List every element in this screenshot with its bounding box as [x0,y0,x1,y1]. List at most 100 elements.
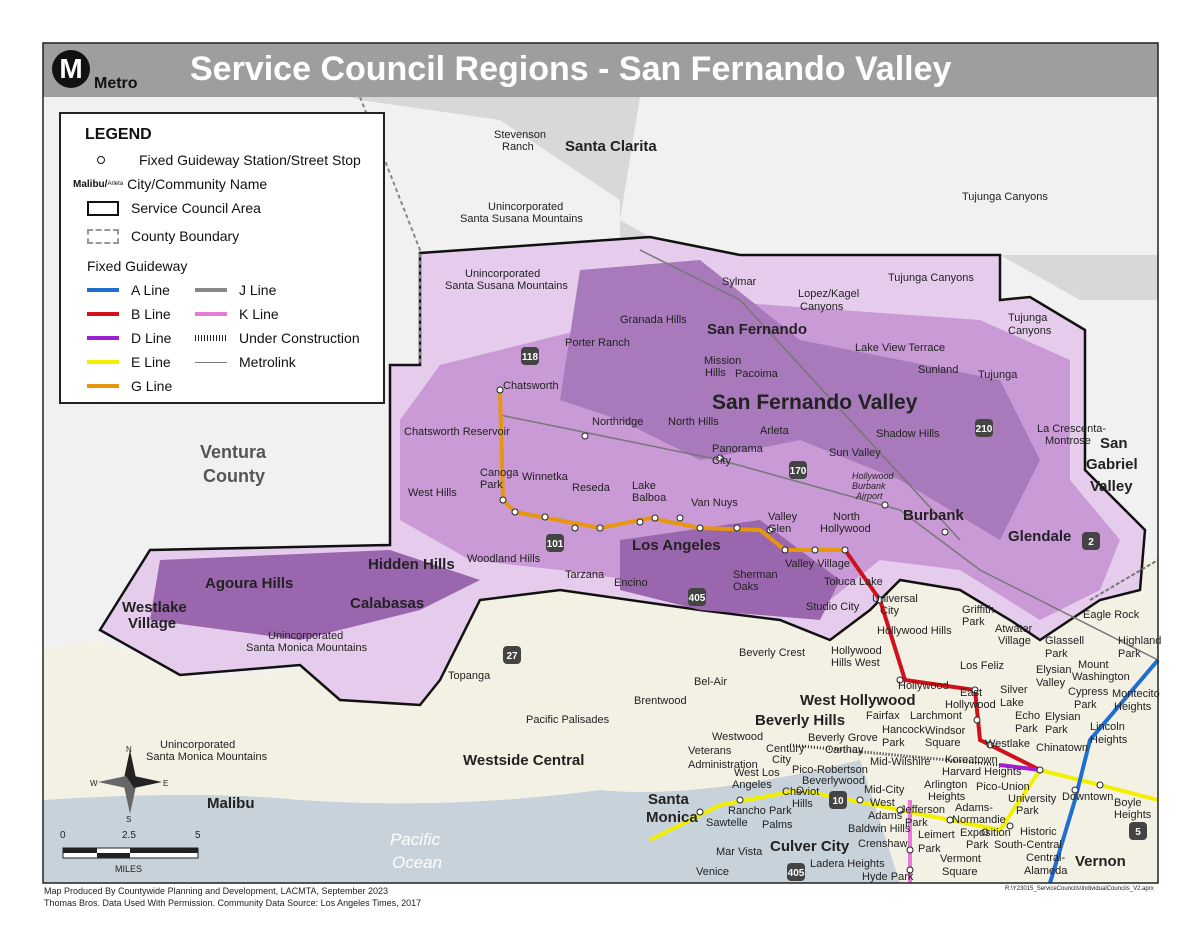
station-marker[interactable] [781,546,789,554]
map-label: Gabriel [1086,456,1138,473]
legend-city-sample-small: Arleta [107,181,124,187]
station-marker[interactable] [986,741,994,749]
map-label: Winnetka [522,471,569,483]
station-marker[interactable] [766,526,774,534]
county-boundary-north [359,96,421,365]
map-label: Downtown [1062,791,1113,803]
station-marker[interactable] [676,514,684,522]
county-boundary [1089,559,1159,601]
line-swatch [87,312,119,316]
map-label: Century [766,743,805,755]
map-label: Mission [704,355,741,367]
station-marker[interactable] [856,796,864,804]
map-label: Westside Central [463,752,584,769]
map-label: West Los [734,767,780,779]
map-label: Arleta [760,425,790,437]
map-label: Normandie [952,814,1006,826]
station-marker[interactable] [981,828,989,836]
map-label: Calabasas [350,595,424,612]
station-marker[interactable] [716,454,724,462]
station-marker[interactable] [541,513,549,521]
compass-n: N [126,745,132,754]
station-marker[interactable] [496,386,504,394]
highway-number: 170 [790,466,807,477]
station-marker[interactable] [733,524,741,532]
station-marker[interactable] [571,524,579,532]
map-label: Hollywood Hills [877,625,952,637]
legend-line-5: J Line [195,282,276,298]
map-label: Park [1045,648,1068,660]
station-marker[interactable] [696,524,704,532]
station-marker[interactable] [811,546,819,554]
map-label: Hills West [831,657,880,669]
map-label: University [1008,793,1057,805]
station-marker[interactable] [696,808,704,816]
station-marker[interactable] [896,676,904,684]
footer-data-source: Thomas Bros. Data Used With Permission. … [44,898,422,908]
station-marker[interactable] [906,866,914,874]
station-marker[interactable] [876,596,884,604]
map-label: Chatsworth [503,380,559,392]
station-marker[interactable] [1006,822,1014,830]
station-marker[interactable] [1096,781,1104,789]
station-marker[interactable] [1036,766,1044,774]
station-marker[interactable] [941,528,949,536]
map-label: Glassell [1045,635,1084,647]
station-marker[interactable] [906,846,914,854]
station-marker[interactable] [881,501,889,509]
map-label: Porter Ranch [565,337,630,349]
map-label: Ladera Heights [810,858,885,870]
station-marker[interactable] [511,508,519,516]
map-label: Canyons [1008,325,1052,337]
map-label: Boyle [1114,797,1142,809]
map-label: Santa Monica Mountains [146,751,268,763]
station-marker[interactable] [896,806,904,814]
map-label: Park [918,843,941,855]
map-label: Los Feliz [960,660,1004,672]
map-label: Larchmont [910,710,962,722]
map-label: West Hills [408,487,457,499]
station-marker[interactable] [946,816,954,824]
map-label: Westlake [985,738,1030,750]
map-label: Unincorporated [488,201,563,213]
map-label: Topanga [448,670,491,682]
station-marker[interactable] [581,432,589,440]
highway-number: 118 [522,352,539,363]
station-marker[interactable] [499,496,507,504]
station-marker[interactable] [736,796,744,804]
legend-line-label: K Line [239,306,279,322]
map-label: West Hollywood [800,692,916,709]
station-marker[interactable] [651,514,659,522]
map-label: Montrose [1045,435,1091,447]
map-label: Airport [855,491,883,501]
station-marker[interactable] [973,716,981,724]
station-marker[interactable] [1071,786,1079,794]
station-marker[interactable] [596,524,604,532]
line-swatch [195,288,227,292]
map-label: Cheviot [782,786,819,798]
map-label: Park [480,479,503,491]
map-label: Cypress [1068,686,1109,698]
map-label: Adams [868,810,903,822]
map-label: Harvard Heights [942,766,1022,778]
map-label: Griffith [962,604,994,616]
d-line [999,763,1041,772]
map-label: Granada Hills [620,314,687,326]
station-marker[interactable] [636,518,644,526]
legend-council-label: Service Council Area [131,200,261,216]
map-label: Lincoln [1090,721,1125,733]
highway-number: 27 [506,651,518,662]
highway-shield-icon: 101 [546,534,564,552]
map-label: Park [1074,699,1097,711]
station-marker[interactable] [841,546,849,554]
map-label: Pacoima [735,368,779,380]
station-marker[interactable] [971,686,979,694]
stations [496,386,1104,874]
map-label: Lake View Terrace [855,342,945,354]
map-label: Valley [768,511,798,523]
map-label: Tujunga Canyons [888,272,974,284]
station-marker[interactable] [796,786,804,794]
highway-shield-icon: 210 [975,419,993,437]
map-label: Sherman [733,569,778,581]
